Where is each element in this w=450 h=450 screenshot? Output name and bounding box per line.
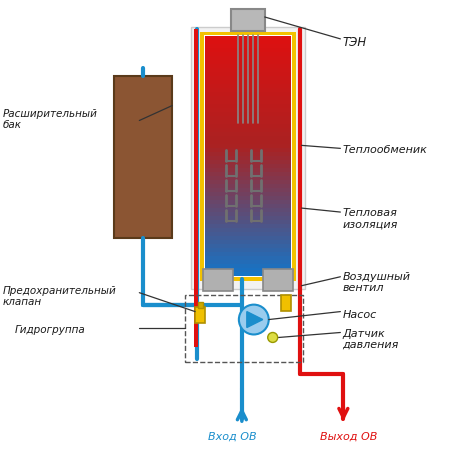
- Bar: [205, 260, 291, 264]
- Bar: [205, 132, 291, 136]
- Circle shape: [268, 333, 278, 342]
- Bar: [205, 180, 291, 184]
- Bar: [205, 164, 291, 168]
- Bar: [205, 200, 291, 204]
- Text: Тепловая
изоляция: Тепловая изоляция: [342, 208, 398, 230]
- Bar: [205, 108, 291, 112]
- Text: Насос: Насос: [342, 310, 377, 320]
- Bar: [205, 112, 291, 117]
- Bar: [205, 248, 291, 252]
- Bar: [205, 80, 291, 84]
- Bar: [205, 256, 291, 260]
- Bar: [205, 228, 291, 232]
- Text: ТЭН: ТЭН: [342, 36, 367, 49]
- Bar: [194, 29, 198, 347]
- Bar: [200, 32, 296, 281]
- Bar: [281, 295, 291, 310]
- Bar: [205, 272, 291, 276]
- Bar: [205, 224, 291, 228]
- Bar: [205, 96, 291, 100]
- Text: Датчик
давления: Датчик давления: [342, 328, 399, 350]
- Bar: [205, 76, 291, 81]
- Bar: [205, 60, 291, 64]
- Bar: [205, 104, 291, 108]
- Bar: [263, 269, 293, 291]
- Bar: [205, 236, 291, 240]
- Bar: [205, 84, 291, 88]
- Bar: [205, 72, 291, 76]
- Text: Гидрогруппа: Гидрогруппа: [15, 324, 86, 334]
- Bar: [205, 264, 291, 268]
- Bar: [205, 216, 291, 220]
- Bar: [205, 120, 291, 124]
- Bar: [205, 176, 291, 180]
- Bar: [191, 27, 305, 289]
- Bar: [205, 148, 291, 153]
- Bar: [205, 52, 291, 56]
- Bar: [205, 64, 291, 68]
- Bar: [205, 160, 291, 164]
- Bar: [205, 152, 291, 156]
- Bar: [205, 116, 291, 120]
- Bar: [205, 192, 291, 196]
- Bar: [205, 128, 291, 132]
- Bar: [114, 76, 172, 238]
- Bar: [205, 244, 291, 248]
- Bar: [205, 136, 291, 140]
- Text: Выход ОВ: Выход ОВ: [320, 432, 377, 442]
- Bar: [205, 40, 291, 45]
- Bar: [205, 124, 291, 128]
- Bar: [205, 188, 291, 192]
- Bar: [195, 306, 205, 323]
- Bar: [205, 168, 291, 172]
- Bar: [205, 144, 291, 148]
- Circle shape: [239, 305, 269, 334]
- Bar: [185, 295, 302, 362]
- Text: Воздушный
вентил: Воздушный вентил: [342, 272, 410, 293]
- Bar: [205, 100, 291, 104]
- Bar: [205, 220, 291, 224]
- Bar: [205, 156, 291, 160]
- Bar: [205, 140, 291, 144]
- Text: Теплообменик: Теплообменик: [342, 145, 427, 155]
- Bar: [205, 184, 291, 188]
- Bar: [205, 92, 291, 96]
- Text: Вход ОВ: Вход ОВ: [207, 432, 256, 442]
- Bar: [198, 302, 203, 308]
- Text: Предохранительный
клапан: Предохранительный клапан: [3, 286, 117, 307]
- Bar: [231, 9, 265, 31]
- Bar: [205, 88, 291, 92]
- Bar: [205, 240, 291, 244]
- Bar: [205, 68, 291, 72]
- Bar: [203, 269, 233, 291]
- Bar: [205, 212, 291, 216]
- Text: Расширительный
бак: Расширительный бак: [3, 108, 98, 130]
- Bar: [205, 196, 291, 200]
- Bar: [205, 232, 291, 236]
- Bar: [205, 252, 291, 256]
- Bar: [205, 208, 291, 212]
- Bar: [204, 35, 292, 277]
- Polygon shape: [247, 311, 263, 328]
- Bar: [205, 56, 291, 60]
- Bar: [205, 36, 291, 40]
- Bar: [205, 172, 291, 176]
- Bar: [205, 44, 291, 49]
- Bar: [205, 268, 291, 272]
- Bar: [205, 204, 291, 208]
- Bar: [297, 29, 302, 347]
- Bar: [205, 48, 291, 52]
